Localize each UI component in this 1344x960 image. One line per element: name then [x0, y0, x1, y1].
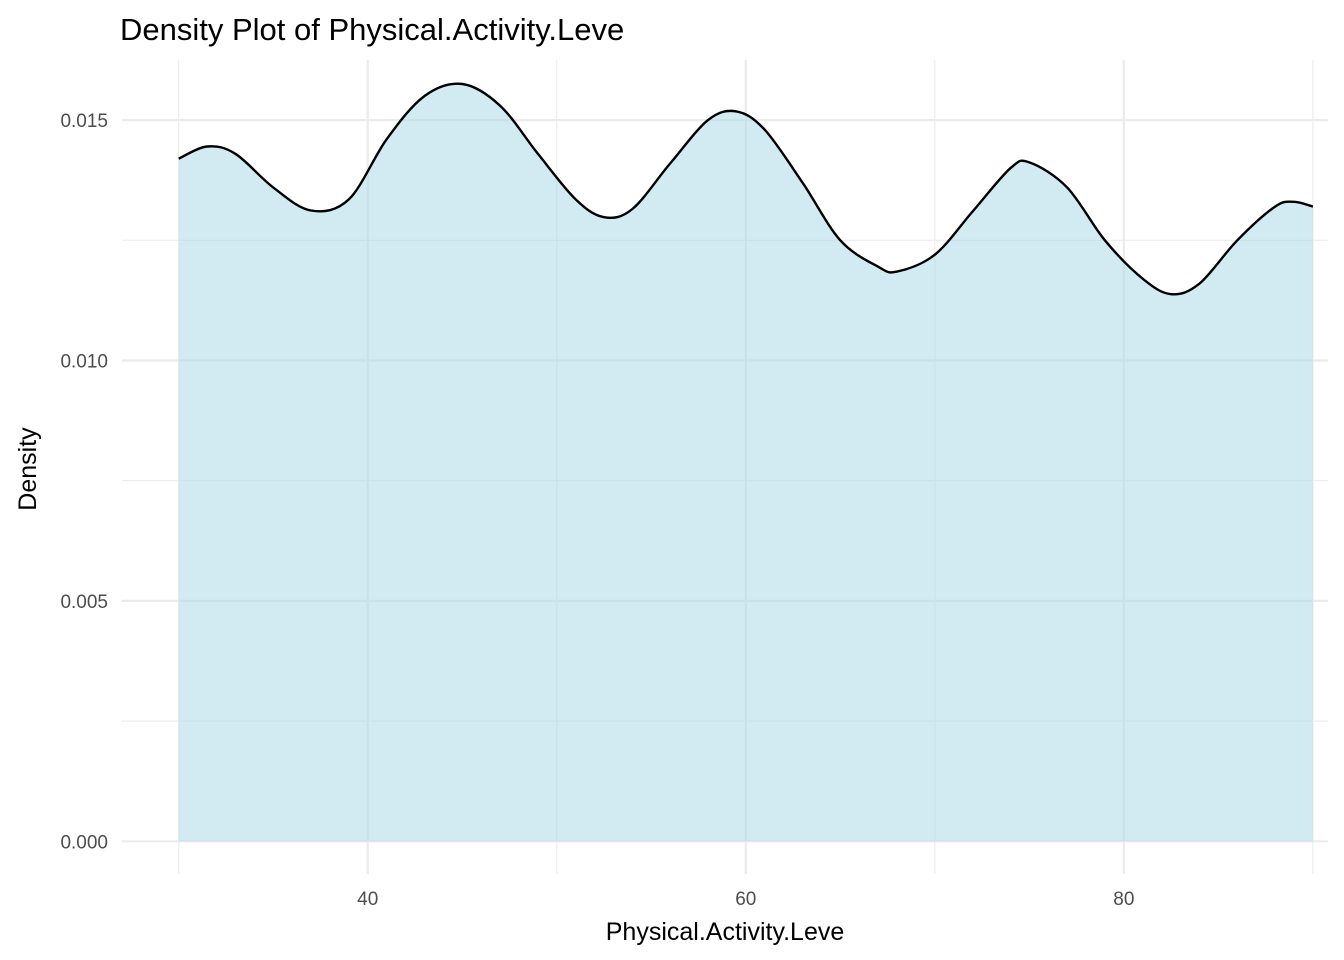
chart-title: Density Plot of Physical.Activity.Leve	[120, 12, 624, 47]
x-tick-label: 80	[1113, 889, 1134, 910]
x-axis-title: Physical.Activity.Leve	[606, 918, 845, 946]
tick-labels: 0.000 0.005 0.010 0.015 40 60 80	[60, 111, 1134, 910]
density-area-fill	[178, 83, 1313, 842]
density-curve-line	[178, 82, 1314, 296]
y-tick-label: 0.005	[60, 592, 108, 613]
y-axis-title: Density	[14, 427, 42, 511]
y-tick-label: 0.000	[60, 832, 108, 853]
y-tick-label: 0.015	[60, 111, 108, 132]
y-tick-label: 0.010	[60, 352, 108, 373]
x-tick-label: 40	[357, 889, 378, 910]
x-tick-label: 60	[735, 889, 756, 910]
